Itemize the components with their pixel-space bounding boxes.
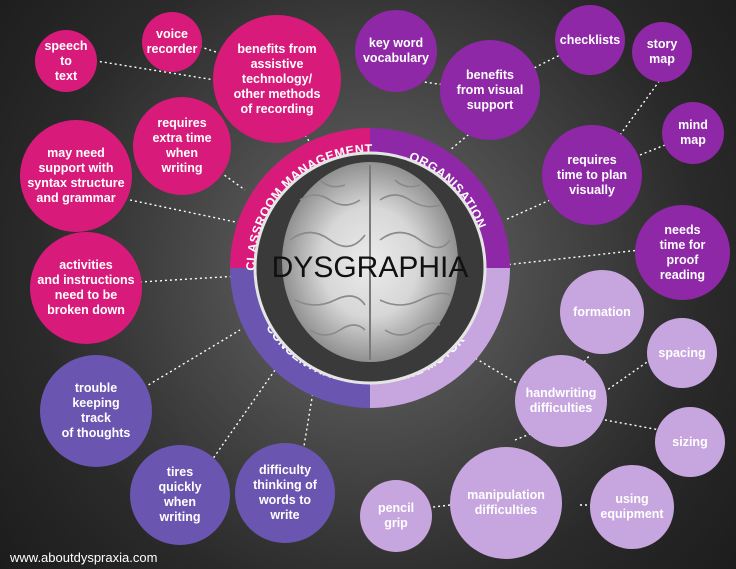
bubble-label: benefits from assistive technology/ othe… [233, 41, 321, 116]
bubble-label: activities and instructions need to be b… [37, 258, 135, 317]
bubble-label: requires extra time when writing [152, 116, 212, 175]
bubble-label: pencil grip [377, 501, 415, 530]
bubble-label: speech to text [44, 38, 88, 83]
bubble-spacing: spacing [647, 318, 717, 388]
bubble-formation: formation [560, 270, 644, 354]
bubble-key-word: key word vocabulary [355, 10, 437, 92]
source-url[interactable]: www.aboutdyspraxia.com [10, 550, 158, 565]
bubble-label: difficulty thinking of words to write [253, 463, 317, 522]
bubble-syntax-support: may need support with syntax structure a… [20, 120, 132, 232]
bubble-label: mind map [678, 118, 708, 147]
bubble-sizing: sizing [655, 407, 725, 477]
bubble-label: key word vocabulary [362, 36, 429, 65]
sector-finemotor [370, 268, 510, 408]
bubble-label: may need support with syntax structure a… [27, 146, 125, 205]
bubble-tires-quickly: tires quickly when writing [130, 445, 230, 545]
bubble-label: using equipment [600, 492, 664, 521]
bubble-label: trouble keeping track of thoughts [61, 381, 131, 440]
sector-ring [230, 128, 510, 408]
bubble-label: sizing [672, 434, 708, 449]
bubble-label: tires quickly when writing [158, 465, 202, 524]
bubble-using-equipment: using equipment [590, 465, 674, 549]
bubble-voice-recorder: voice recorder [142, 12, 202, 72]
bubble-handwriting: handwriting difficulties [515, 355, 607, 447]
bubble-proof-reading: needs time for proof reading [635, 205, 730, 300]
bubble-label: checklists [559, 32, 621, 47]
bubble-label: manipulation difficulties [467, 488, 545, 517]
bubble-time-to-plan: requires time to plan visually [542, 125, 642, 225]
bubble-extra-time: requires extra time when writing [133, 97, 231, 195]
bubble-label: needs time for proof reading [659, 222, 706, 282]
bubble-label: spacing [658, 345, 706, 360]
bubble-difficulty-thinking: difficulty thinking of words to write [235, 443, 335, 543]
bubble-broken-down: activities and instructions need to be b… [30, 232, 142, 344]
bubble-visual-support: benefits from visual support [440, 40, 540, 140]
center-title: DYSGRAPHIA [272, 251, 469, 284]
sector-organisation [370, 128, 510, 268]
bubble-checklists: checklists [555, 5, 625, 75]
bubble-label: story map [646, 37, 678, 66]
bubble-label: requires time to plan visually [556, 152, 628, 197]
bubble-label: benefits from visual support [456, 67, 524, 112]
bubble-benefits-assistive: benefits from assistive technology/ othe… [213, 15, 341, 143]
brain-icon [282, 162, 458, 362]
bubble-trouble-tracking: trouble keeping track of thoughts [40, 355, 152, 467]
bubble-label: voice recorder [146, 27, 198, 56]
bubble-label: handwriting difficulties [525, 386, 597, 415]
bubble-story-map: story map [632, 22, 692, 82]
bubble-manipulation: manipulation difficulties [450, 447, 562, 559]
bubble-pencil-grip: pencil grip [360, 480, 432, 552]
bubble-label: formation [573, 304, 631, 319]
sector-classroom [230, 128, 370, 268]
bubble-mind-map: mind map [662, 102, 724, 164]
bubble-speech-to-text: speech to text [35, 30, 97, 92]
sector-concentration [230, 268, 370, 408]
